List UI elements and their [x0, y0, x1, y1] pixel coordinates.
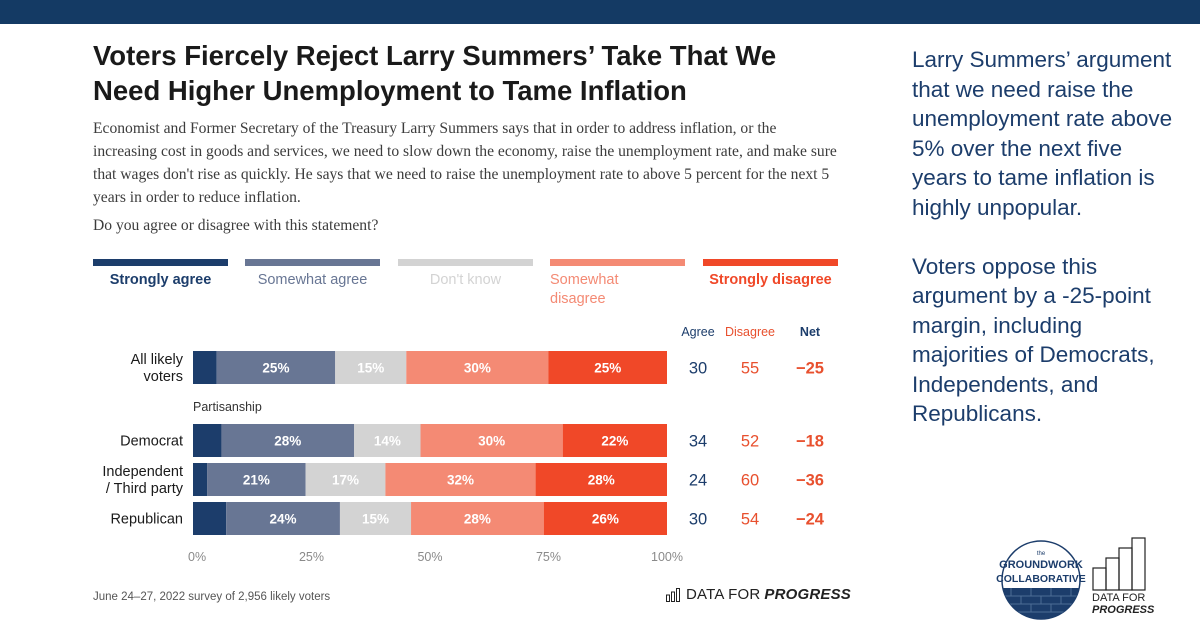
legend-swatch-strongly-disagree — [703, 259, 838, 266]
bar-segment-independent-third-party-strongly-agree — [193, 463, 208, 496]
legend-swatch-somewhat-disagree — [550, 259, 685, 266]
group-label-partisanship: Partisanship — [193, 400, 262, 414]
bar-segment-all-likely-voters-strongly-disagree — [548, 351, 667, 384]
bar-segment-republican-strongly-agree — [193, 502, 227, 535]
agree-value-all-likely-voters: 30 — [689, 360, 707, 378]
bar-label-independent-third-party-strongly-disagree: 28% — [588, 473, 615, 488]
legend-label-somewhat-disagree: Somewhat disagree — [550, 272, 619, 307]
bar-label-republican-strongly-disagree: 26% — [592, 512, 619, 527]
side-paragraph-2: Voters oppose this argument by a -25-poi… — [912, 253, 1155, 427]
logo-groundwork: GROUNDWORK — [999, 559, 1083, 571]
data-for-progress-logo-text: DATA FOR PROGRESS — [1092, 592, 1162, 616]
agree-value-democrat: 34 — [689, 433, 707, 451]
column-header-disagree: Disagree — [725, 325, 775, 339]
net-value-independent-third-party: −36 — [796, 472, 824, 490]
bar-label-all-likely-voters-strongly-disagree: 25% — [594, 361, 621, 376]
bar-label-all-likely-voters-don-t-know: 15% — [357, 361, 384, 376]
bar-segment-republican-strongly-disagree — [543, 502, 667, 535]
data-for-progress-logo-bars — [1092, 537, 1146, 591]
side-paragraph-1: Larry Summers’ argument that we need rai… — [912, 47, 1173, 220]
bar-segment-democrat-strongly-agree — [193, 424, 222, 457]
source-note: June 24–27, 2022 survey of 2,956 likely … — [93, 591, 331, 603]
bar-label-democrat-somewhat-disagree: 30% — [478, 434, 505, 449]
legend-swatch-somewhat-agree — [245, 259, 380, 266]
row-label-republican: Republican — [110, 512, 183, 528]
chart-title: Voters Fiercely Reject Larry Summers’ Ta… — [93, 40, 777, 106]
bar-label-republican-don-t-know: 15% — [362, 512, 389, 527]
bar-segment-independent-third-party-don-t-know — [305, 463, 386, 496]
top-banner — [0, 0, 1200, 24]
bar-segment-republican-somewhat-disagree — [411, 502, 544, 535]
x-tick-25-pct: 25% — [299, 550, 324, 564]
side-commentary: Larry Summers’ argument that we need rai… — [912, 45, 1182, 458]
logo-progress: PROGRESS — [1092, 604, 1155, 616]
bar-label-all-likely-voters-somewhat-disagree: 30% — [464, 361, 491, 376]
bar-segment-democrat-don-t-know — [354, 424, 421, 457]
disagree-value-democrat: 52 — [741, 433, 759, 451]
bar-label-republican-somewhat-agree: 24% — [270, 512, 297, 527]
bar-label-independent-third-party-somewhat-disagree: 32% — [447, 473, 474, 488]
legend-label-don-t-know: Don't know — [430, 272, 502, 288]
column-header-net: Net — [800, 325, 821, 339]
row-label-all-likely-voters: All likely voters — [131, 352, 184, 385]
stacked-bar-chart: Strongly agree Somewhat agree Don't know So… — [93, 259, 838, 564]
bar-label-democrat-somewhat-agree: 28% — [274, 434, 301, 449]
bar-segment-republican-somewhat-agree — [226, 502, 340, 535]
bar-label-all-likely-voters-somewhat-agree: 25% — [262, 361, 289, 376]
bar-segment-independent-third-party-somewhat-agree — [207, 463, 306, 496]
column-header-agree: Agree — [681, 325, 714, 339]
bar-label-democrat-strongly-disagree: 22% — [601, 434, 628, 449]
bar-chart-icon — [666, 587, 680, 602]
legend-label-strongly-disagree: Strongly disagree — [709, 272, 831, 288]
x-tick-0-pct: 0% — [188, 550, 206, 564]
logo-data-for: DATA FOR — [1092, 592, 1146, 604]
net-value-democrat: −18 — [796, 433, 824, 451]
data-for-progress-brand: DATA FOR PROGRESS — [666, 586, 851, 603]
x-tick-50-pct: 50% — [417, 550, 442, 564]
brand-text-italic: PROGRESS — [764, 586, 852, 603]
bar-segment-all-likely-voters-somewhat-disagree — [406, 351, 549, 384]
x-tick-75-pct: 75% — [536, 550, 561, 564]
net-value-republican: −24 — [796, 511, 825, 529]
agree-value-independent-third-party: 24 — [689, 472, 707, 490]
bar-segment-all-likely-voters-strongly-agree — [193, 351, 217, 384]
bar-label-democrat-don-t-know: 14% — [374, 434, 401, 449]
legend-label-somewhat-agree: Somewhat agree — [258, 272, 368, 288]
bar-label-republican-somewhat-disagree: 28% — [464, 512, 491, 527]
agree-value-republican: 30 — [689, 511, 707, 529]
row-label-independent-third-party: Independent / Third party — [102, 464, 183, 497]
bar-segment-all-likely-voters-somewhat-agree — [216, 351, 336, 384]
disagree-value-all-likely-voters: 55 — [741, 360, 759, 378]
bar-segment-all-likely-voters-don-t-know — [335, 351, 407, 384]
disagree-value-independent-third-party: 60 — [741, 472, 759, 490]
row-label-democrat: Democrat — [120, 434, 183, 450]
groundwork-collaborative-logo: the GROUNDWORK COLLABORATIVE — [996, 540, 1086, 620]
bar-segment-democrat-somewhat-agree — [221, 424, 355, 457]
x-tick-100-pct: 100% — [651, 550, 683, 564]
bar-label-independent-third-party-somewhat-agree: 21% — [243, 473, 270, 488]
bar-segment-democrat-strongly-disagree — [562, 424, 667, 457]
chart-subtitle: Economist and Former Secretary of the Tr… — [93, 120, 837, 206]
legend-swatch-don-t-know — [398, 259, 533, 266]
bar-segment-independent-third-party-strongly-disagree — [535, 463, 667, 496]
disagree-value-republican: 54 — [741, 511, 759, 529]
legend-label-strongly-agree: Strongly agree — [110, 272, 212, 288]
brand-text: DATA FOR — [686, 586, 761, 603]
bar-label-independent-third-party-don-t-know: 17% — [332, 473, 359, 488]
bar-segment-republican-don-t-know — [339, 502, 412, 535]
legend-swatch-strongly-agree — [93, 259, 228, 266]
logo-the: the — [1037, 551, 1046, 557]
net-value-all-likely-voters: −25 — [796, 360, 824, 378]
bar-segment-democrat-somewhat-disagree — [420, 424, 563, 457]
survey-question: Do you agree or disagree with this state… — [93, 217, 379, 234]
bar-segment-independent-third-party-somewhat-disagree — [385, 463, 536, 496]
logo-collaborative: COLLABORATIVE — [996, 573, 1086, 585]
